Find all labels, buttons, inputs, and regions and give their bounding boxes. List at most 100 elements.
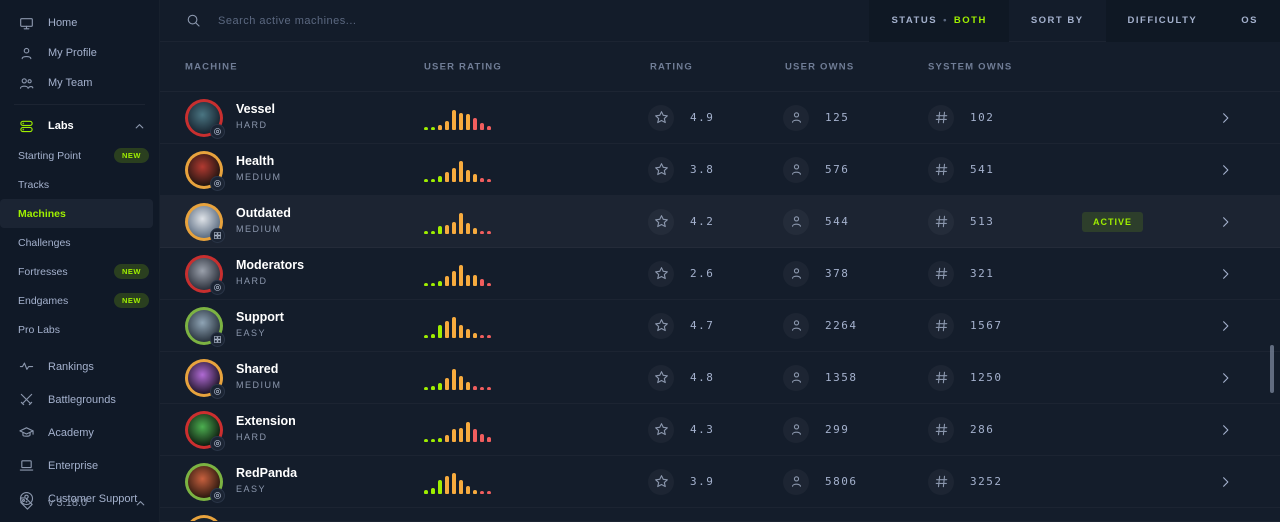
chevron-right-icon[interactable] bbox=[1218, 422, 1233, 437]
stat-value: 1358 bbox=[825, 371, 858, 384]
user-rating-histogram bbox=[424, 470, 491, 494]
histogram-bar bbox=[459, 376, 463, 390]
sidebar-item-my-team[interactable]: My Team bbox=[0, 68, 159, 98]
chevron-right-icon[interactable] bbox=[1218, 214, 1233, 229]
stat-cell: 3.9 bbox=[648, 468, 714, 495]
machine-row[interactable]: Moderators HARD 2.6 378 321 bbox=[160, 248, 1280, 300]
histogram-bar bbox=[438, 226, 442, 234]
sidebar-item-challenges[interactable]: Challenges bbox=[0, 228, 159, 257]
user-rating-histogram bbox=[424, 314, 491, 338]
version-toggle[interactable]: v 3.18.0 bbox=[0, 488, 160, 518]
search-icon bbox=[186, 13, 202, 29]
hash-icon bbox=[928, 208, 954, 235]
chevron-right-icon[interactable] bbox=[1218, 266, 1233, 281]
stat-value: 102 bbox=[970, 111, 995, 124]
machine-name: Extension bbox=[236, 414, 296, 428]
histogram-bar bbox=[438, 325, 442, 338]
sidebar-item-label: Fortresses bbox=[18, 265, 68, 278]
histogram-bar bbox=[438, 438, 442, 442]
sidebar-item-machines[interactable]: Machines bbox=[0, 199, 153, 228]
sidebar-item-label: Home bbox=[48, 17, 78, 29]
sidebar-item-tracks[interactable]: Tracks bbox=[0, 170, 159, 199]
chevron-right-icon[interactable] bbox=[1218, 474, 1233, 489]
histogram-bar bbox=[431, 179, 435, 182]
sidebar-item-endgames[interactable]: Endgames NEW bbox=[0, 286, 159, 315]
sidebar-item-enterprise[interactable]: Enterprise bbox=[0, 449, 159, 482]
sidebar-item-home[interactable]: Home bbox=[0, 8, 159, 38]
filter-label: OS bbox=[1241, 15, 1258, 26]
machine-row-partial[interactable] bbox=[160, 508, 1280, 522]
filter-label: DIFFICULTY bbox=[1127, 15, 1198, 26]
main-content: STATUS • BOTH SORT BY DIFFICULTY OS MACHINE US… bbox=[160, 0, 1280, 522]
stat-cell: 4.9 bbox=[648, 104, 714, 131]
sidebar-item-label: Battlegrounds bbox=[48, 393, 116, 406]
machine-row[interactable]: Support EASY 4.7 2264 1567 bbox=[160, 300, 1280, 352]
sidebar-item-battlegrounds[interactable]: Battlegrounds bbox=[0, 383, 159, 416]
sidebar-item-fortresses[interactable]: Fortresses NEW bbox=[0, 257, 159, 286]
stat-cell: 541 bbox=[928, 156, 994, 183]
sidebar-item-label: Challenges bbox=[18, 236, 71, 249]
histogram-bar bbox=[431, 334, 435, 338]
histogram-bar bbox=[473, 275, 477, 286]
sidebar-item-academy[interactable]: Academy bbox=[0, 416, 159, 449]
stat-cell: 286 bbox=[928, 416, 994, 443]
star-icon bbox=[648, 156, 674, 183]
machine-row[interactable]: Health MEDIUM 3.8 576 541 bbox=[160, 144, 1280, 196]
person-icon bbox=[783, 156, 809, 183]
sidebar-item-rankings[interactable]: Rankings bbox=[0, 350, 159, 383]
histogram-bar bbox=[445, 172, 449, 182]
users-icon bbox=[18, 75, 34, 91]
machine-avatar bbox=[185, 411, 225, 451]
filter-button-sort-by[interactable]: SORT BY bbox=[1009, 0, 1106, 42]
laptop-icon bbox=[18, 458, 34, 474]
filter-button-os[interactable]: OS bbox=[1219, 0, 1280, 42]
histogram-bar bbox=[487, 491, 491, 494]
chevron-right-icon[interactable] bbox=[1218, 370, 1233, 385]
chevron-right-icon[interactable] bbox=[1218, 318, 1233, 333]
machine-avatar bbox=[185, 463, 225, 503]
sidebar-item-label: Enterprise bbox=[48, 459, 99, 472]
histogram-bar bbox=[452, 222, 456, 234]
person-icon bbox=[783, 312, 809, 339]
machine-row[interactable]: Outdated MEDIUM 4.2 544 513 ACTIVE bbox=[160, 196, 1280, 248]
sidebar-item-starting-point[interactable]: Starting Point NEW bbox=[0, 141, 159, 170]
machine-row[interactable]: Shared MEDIUM 4.8 1358 1250 bbox=[160, 352, 1280, 404]
search-input[interactable] bbox=[218, 14, 518, 27]
histogram-bar bbox=[459, 113, 463, 130]
histogram-bar bbox=[487, 335, 491, 338]
monitor-icon bbox=[18, 15, 34, 31]
histogram-bar bbox=[452, 317, 456, 338]
filter-button-status[interactable]: STATUS • BOTH bbox=[869, 0, 1009, 42]
machine-row[interactable]: Extension HARD 4.3 299 286 bbox=[160, 404, 1280, 456]
machine-name-block: RedPanda EASY bbox=[236, 466, 297, 494]
windows-icon bbox=[210, 228, 225, 243]
sidebar-item-pro-labs[interactable]: Pro Labs bbox=[0, 315, 159, 344]
sidebar-item-labs[interactable]: Labs bbox=[0, 111, 159, 141]
histogram-bar bbox=[466, 170, 470, 182]
chevron-right-icon[interactable] bbox=[1218, 162, 1233, 177]
machine-name: Shared bbox=[236, 362, 279, 376]
os-badge-icon bbox=[210, 176, 225, 191]
sidebar-item-customer-support[interactable]: Customer Support bbox=[0, 482, 159, 515]
stat-cell: 4.8 bbox=[648, 364, 714, 391]
os-badge-icon bbox=[210, 280, 225, 295]
stat-cell: 102 bbox=[928, 104, 995, 131]
star-icon bbox=[648, 208, 674, 235]
histogram-bar bbox=[452, 168, 456, 182]
sidebar-item-label: Machines bbox=[18, 207, 66, 220]
histogram-bar bbox=[445, 321, 449, 338]
machine-row[interactable]: Vessel HARD 4.9 125 102 bbox=[160, 92, 1280, 144]
filter-label: SORT BY bbox=[1030, 15, 1084, 26]
histogram-bar bbox=[480, 434, 484, 442]
scrollbar-thumb[interactable] bbox=[1270, 345, 1274, 393]
machine-name: Vessel bbox=[236, 102, 275, 116]
user-rating-histogram bbox=[424, 418, 491, 442]
machine-row[interactable]: RedPanda EASY 3.9 5806 3252 bbox=[160, 456, 1280, 508]
chevron-right-icon[interactable] bbox=[1218, 110, 1233, 125]
swords-icon bbox=[18, 392, 34, 408]
stat-value: 3.8 bbox=[690, 163, 715, 176]
filter-button-difficulty[interactable]: DIFFICULTY bbox=[1105, 0, 1220, 42]
sidebar-item-my-profile[interactable]: My Profile bbox=[0, 38, 159, 68]
hash-icon bbox=[928, 364, 954, 391]
